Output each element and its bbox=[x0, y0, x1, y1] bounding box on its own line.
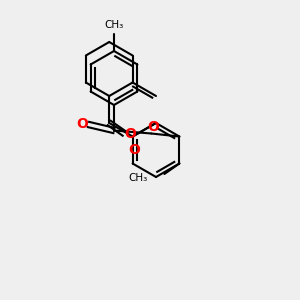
Text: CH₃: CH₃ bbox=[129, 172, 148, 183]
Text: O: O bbox=[76, 118, 88, 131]
Text: CH₃: CH₃ bbox=[104, 20, 124, 30]
Text: O: O bbox=[128, 142, 140, 157]
Text: O: O bbox=[147, 121, 159, 134]
Text: O: O bbox=[124, 127, 136, 140]
